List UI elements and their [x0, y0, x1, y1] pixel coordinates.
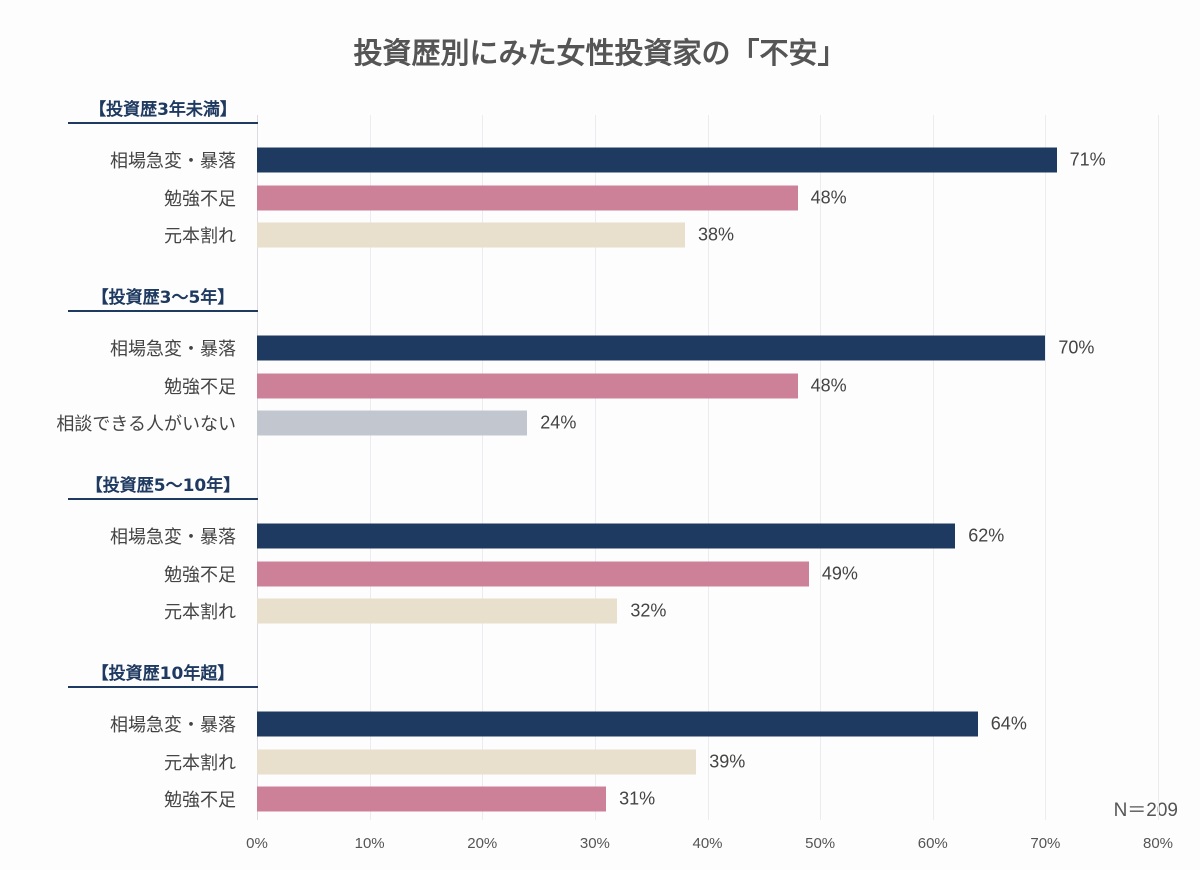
bar — [257, 335, 1046, 361]
group-header: 【投資歴3年未満】 — [68, 95, 258, 124]
x-tick-label: 70% — [1030, 835, 1061, 852]
bar — [257, 147, 1057, 173]
category-label: 勉強不足 — [164, 564, 236, 586]
chart-title: 投資歴別にみた女性投資家の「不安」 — [353, 36, 847, 70]
bar — [257, 561, 809, 587]
gridline — [594, 115, 596, 820]
data-label: 38% — [697, 224, 734, 245]
category-label: 勉強不足 — [164, 790, 236, 812]
data-label: 49% — [821, 563, 858, 584]
data-label: 70% — [1058, 337, 1095, 358]
y-axis-line — [257, 115, 258, 820]
gridline — [482, 115, 484, 820]
category-label: 相場急変・暴落 — [110, 151, 236, 172]
data-label: 71% — [1069, 149, 1106, 170]
data-label: 31% — [619, 788, 656, 809]
data-label: 32% — [630, 600, 667, 621]
gridline — [707, 115, 709, 820]
group-header: 【投資歴10年超】 — [68, 659, 258, 688]
bar — [257, 185, 798, 211]
category-label: 相場急変・暴落 — [110, 527, 236, 548]
data-label: 48% — [810, 375, 847, 396]
category-label: 相場急変・暴落 — [110, 339, 236, 360]
x-tick-label: 50% — [805, 835, 836, 852]
gridline — [820, 115, 822, 820]
x-tick-label: 60% — [917, 835, 948, 852]
gridline — [369, 115, 371, 820]
bar — [257, 711, 978, 737]
x-tick-label: 20% — [467, 835, 498, 852]
group-header: 【投資歴3〜5年】 — [68, 283, 258, 312]
sample-size-note: N＝209 — [1113, 800, 1178, 821]
x-tick-label: 80% — [1142, 835, 1174, 852]
category-label: 元本割れ — [164, 602, 236, 624]
x-tick-label: 10% — [354, 835, 385, 852]
data-label: 48% — [810, 187, 847, 208]
x-tick-label: 30% — [579, 835, 610, 852]
category-label: 勉強不足 — [164, 376, 236, 398]
category-label: 相場急変・暴落 — [110, 715, 236, 736]
gridline — [1045, 115, 1047, 820]
bar — [257, 222, 685, 248]
bar — [257, 749, 697, 775]
category-label: 勉強不足 — [164, 188, 236, 210]
bar — [257, 410, 528, 436]
data-label: 39% — [709, 751, 746, 772]
data-label: 64% — [990, 713, 1027, 734]
x-tick-label: 0% — [246, 835, 268, 852]
group-header: 【投資歴5〜10年】 — [68, 471, 258, 500]
bar — [257, 598, 618, 624]
category-label: 元本割れ — [164, 226, 236, 248]
data-label: 24% — [540, 412, 577, 433]
data-label: 62% — [968, 525, 1005, 546]
bar — [257, 373, 798, 399]
category-label: 相談できる人がいない — [56, 414, 236, 436]
bar — [257, 786, 607, 812]
bar — [257, 523, 956, 549]
x-tick-label: 40% — [692, 835, 723, 852]
gridline — [1158, 115, 1159, 820]
gridline — [932, 115, 934, 820]
category-label: 元本割れ — [164, 752, 236, 774]
